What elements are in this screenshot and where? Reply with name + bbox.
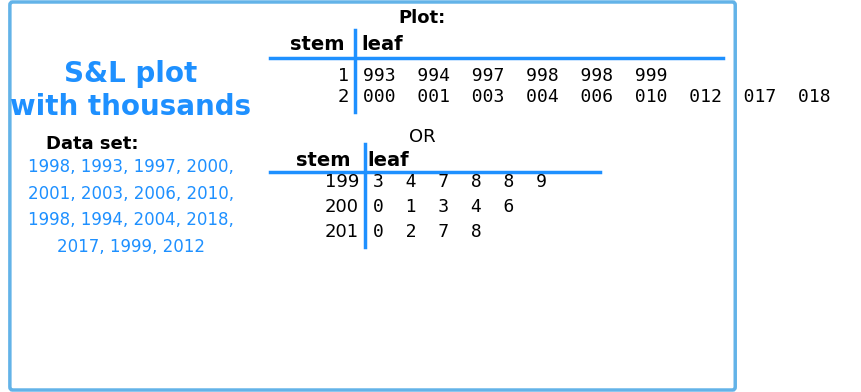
Text: 200: 200 — [325, 198, 359, 216]
FancyBboxPatch shape — [9, 2, 734, 390]
Text: leaf: leaf — [367, 151, 409, 169]
Text: OR: OR — [409, 128, 436, 146]
Text: 199: 199 — [325, 173, 359, 191]
Text: with thousands: with thousands — [10, 93, 251, 121]
Text: Data set:: Data set: — [46, 135, 139, 153]
Text: stem: stem — [295, 151, 350, 169]
Text: 0  2  7  8: 0 2 7 8 — [373, 223, 481, 241]
Text: 993  994  997  998  998  999: 993 994 997 998 998 999 — [362, 67, 667, 85]
Text: 201: 201 — [325, 223, 359, 241]
Text: 000  001  003  004  006  010  012  017  018: 000 001 003 004 006 010 012 017 018 — [362, 88, 830, 106]
Text: 1998, 1993, 1997, 2000,
2001, 2003, 2006, 2010,
1998, 1994, 2004, 2018,
2017, 19: 1998, 1993, 1997, 2000, 2001, 2003, 2006… — [28, 158, 233, 256]
Text: 3  4  7  8  8  9: 3 4 7 8 8 9 — [373, 173, 547, 191]
Text: leaf: leaf — [361, 34, 403, 53]
Text: Plot:: Plot: — [399, 9, 445, 27]
Text: 1: 1 — [338, 67, 349, 85]
Text: 2: 2 — [337, 88, 349, 106]
Text: 0  1  3  4  6: 0 1 3 4 6 — [373, 198, 514, 216]
Text: stem: stem — [290, 34, 344, 53]
Text: S&L plot: S&L plot — [64, 60, 197, 88]
